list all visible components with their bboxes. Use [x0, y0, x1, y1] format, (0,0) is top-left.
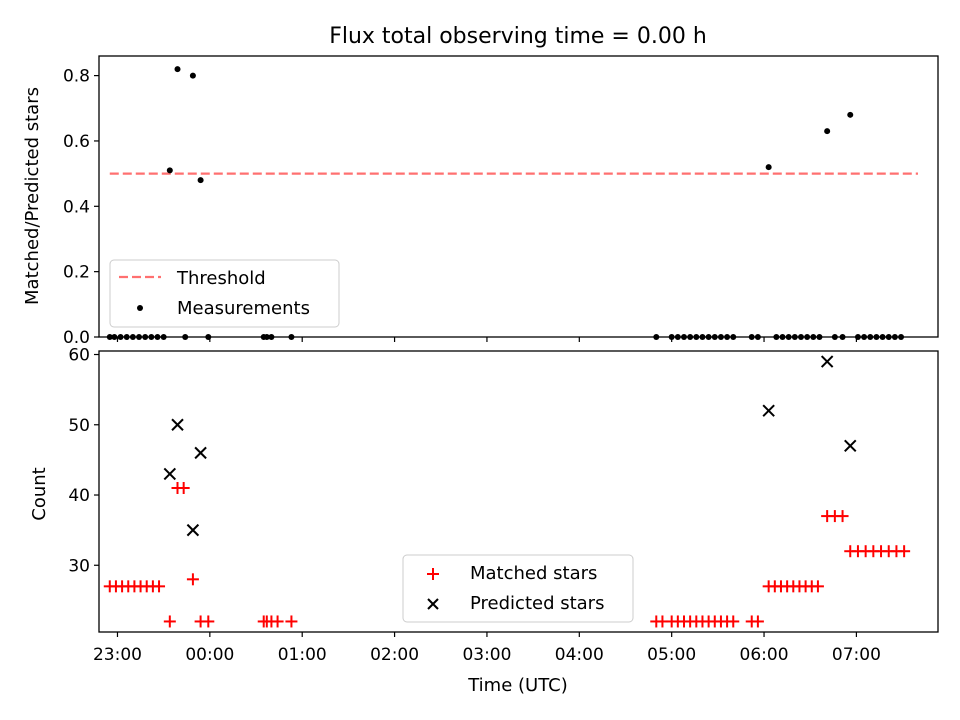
predicted-stars-point: [844, 439, 857, 453]
matched-legend-label: Matched stars: [470, 563, 597, 584]
measurements-point: [189, 72, 196, 79]
ratio-y-tick-label: 0.8: [63, 67, 90, 87]
ratio-y-axis-label: Matched/Predicted stars: [22, 87, 43, 305]
matched-stars-point: [163, 615, 176, 628]
ratio-x-axis: [116, 337, 858, 342]
matched-stars-point: [285, 615, 298, 628]
matched-legend-swatch: [427, 568, 439, 580]
count-legend: Matched stars Predicted stars: [402, 554, 634, 623]
ratio-y-axis: 0.0 0.2 0.4 0.6 0.8: [63, 67, 99, 348]
ratio-y-tick-label: 0.4: [63, 197, 90, 217]
matched-stars-point: [271, 615, 284, 628]
matched-stars-point: [202, 615, 215, 628]
count-x-tick-label: 05:00: [647, 645, 696, 665]
count-y-tick-label: 50: [68, 416, 90, 436]
measurements-legend-swatch: [137, 305, 143, 311]
matched-stars-point: [811, 580, 824, 593]
count-x-tick-label: 00:00: [185, 645, 234, 665]
x-stroke: [844, 439, 857, 453]
count-y-tick-label: 40: [68, 486, 90, 506]
matched-stars-point: [153, 580, 166, 593]
ratio-legend-box: [109, 259, 340, 328]
predicted-legend-label: Predicted stars: [470, 593, 604, 614]
count-x-tick-label: 03:00: [462, 645, 511, 665]
count-x-tick-label: 02:00: [370, 645, 419, 665]
matched-stars-point: [727, 615, 740, 628]
count-series: [103, 355, 911, 628]
x-stroke: [186, 523, 200, 537]
count-x-tick-label: 07:00: [832, 645, 881, 665]
count-panel: 30 40 50 60 23:00 00:00 01:00 02:00 03:00 04:00 0…: [29, 346, 939, 696]
x-stroke: [194, 446, 207, 460]
count-x-tick-label: 23:00: [93, 645, 142, 665]
count-y-axis: 30 40 50 60: [68, 346, 99, 576]
predicted-stars-point: [186, 523, 200, 537]
count-x-axis-label: Time (UTC): [467, 675, 568, 696]
matched-stars-point: [898, 545, 911, 558]
predicted-stars-point: [762, 404, 775, 417]
count-x-tick-label: 06:00: [740, 645, 789, 665]
measurements-point: [166, 167, 173, 174]
matched-stars-point: [836, 510, 849, 523]
ratio-panel: 0.00.20.40.60.8 Matched/Predicted stars …: [22, 55, 939, 348]
chart-title: Flux total observing time = 0.00 h: [329, 24, 707, 49]
x-stroke: [820, 355, 834, 368]
threshold-legend-label: Threshold: [176, 268, 266, 289]
measurements-point: [197, 177, 204, 184]
predicted-stars-point: [194, 446, 207, 460]
predicted-stars-point: [163, 467, 177, 481]
count-x-axis: 23:00 00:00 01:00 02:00 03:00 04:00 05:00 06:00…: [93, 632, 881, 665]
ratio-y-tick-label: 0.2: [63, 263, 90, 283]
count-x-tick-label: 04:00: [555, 645, 604, 665]
x-stroke: [171, 418, 184, 431]
ratio-legend: Threshold Measurements: [109, 259, 340, 328]
measurements-point: [765, 164, 772, 171]
count-plot-frame: [98, 350, 939, 633]
predicted-stars-point: [820, 355, 834, 368]
count-y-tick-label: 30: [68, 556, 90, 576]
measurements-point: [824, 128, 831, 135]
ratio-y-tick-label: 0.0: [63, 328, 90, 348]
count-x-tick-label: 01:00: [278, 645, 327, 665]
measurements-legend-label: Measurements: [177, 298, 310, 319]
count-y-tick-label: 60: [68, 346, 90, 366]
x-stroke: [762, 404, 775, 417]
matched-stars-point: [186, 573, 199, 586]
ratio-plot-frame: [98, 55, 939, 338]
measurements-point: [847, 111, 854, 118]
count-y-axis-label: Count: [29, 467, 50, 520]
ratio-y-tick-label: 0.6: [63, 132, 90, 152]
matched-stars-point: [751, 615, 764, 628]
measurements-point: [174, 66, 181, 73]
predicted-legend-swatch: [427, 598, 439, 610]
predicted-stars-point: [171, 418, 184, 431]
count-legend-box: [402, 554, 634, 623]
x-stroke: [163, 467, 177, 481]
matched-stars-point: [177, 481, 190, 494]
